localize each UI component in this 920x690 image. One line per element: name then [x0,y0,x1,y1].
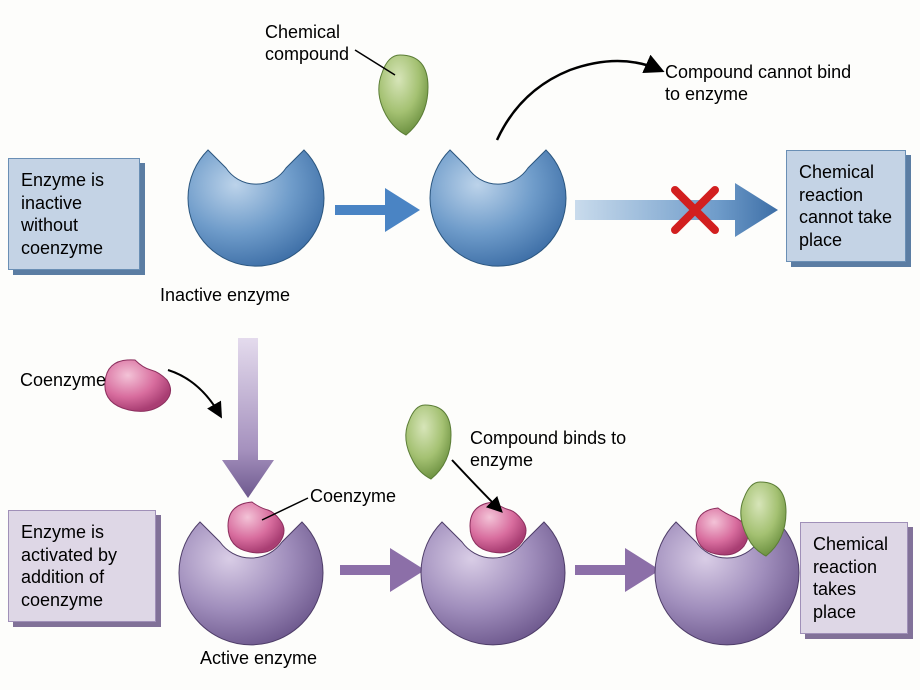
inactive-enzyme-2 [430,150,566,266]
compound-green-top [379,55,428,135]
box-bottom-right: Chemical reaction takes place [800,522,908,634]
box-bottom-left-text: Enzyme is activated by addition of coenz… [21,522,117,610]
coenzyme-leader [168,370,220,415]
inactive-enzyme-1 [188,150,324,266]
box-top-right-text: Chemical reaction cannot take place [799,162,892,250]
label-binds: Compound binds to enzyme [470,428,630,471]
box-top-right: Chemical reaction cannot take place [786,150,906,262]
coenzyme-free [105,360,171,412]
compound-green-bottom [406,405,451,479]
label-active-enzyme: Active enzyme [200,648,317,670]
active-enzyme-3 [655,482,799,645]
arrow-blue-1 [335,188,420,232]
label-coenzyme-free: Coenzyme [20,370,106,392]
arrow-purple-2 [575,548,660,592]
label-chem-compound: Chemical compound [265,22,365,65]
box-bottom-left: Enzyme is activated by addition of coenz… [8,510,156,622]
active-enzyme-1 [179,502,323,645]
arrow-vertical-purple [222,338,274,498]
bounce-arrow [497,61,660,140]
box-top-left-text: Enzyme is inactive without coenzyme [21,170,104,258]
active-enzyme-2 [421,502,565,645]
leader-coenzyme-in [262,498,308,520]
label-coenzyme-in: Coenzyme [310,486,396,508]
label-inactive-enzyme: Inactive enzyme [160,285,290,307]
label-cannot-bind: Compound cannot bind to enzyme [665,62,865,105]
box-bottom-right-text: Chemical reaction takes place [813,534,888,622]
arrow-purple-1 [340,548,425,592]
box-top-left: Enzyme is inactive without coenzyme [8,158,140,270]
